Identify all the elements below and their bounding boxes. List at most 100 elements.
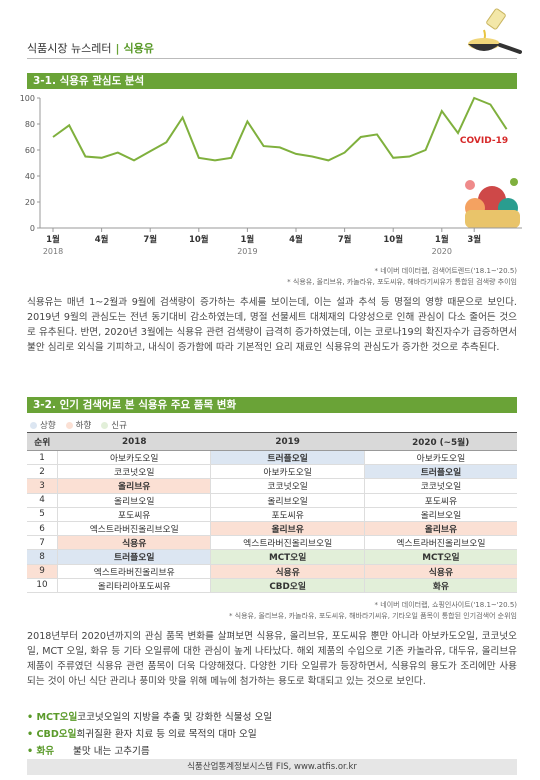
table-cell: 7 <box>27 535 58 551</box>
table-cell: 8 <box>27 549 58 565</box>
legend-item: 신규 <box>101 421 127 431</box>
legend-swatch <box>30 422 37 429</box>
table-row: 10 올리타리아포도씨유 CBD오일 화유 <box>27 578 517 593</box>
y-tick-label: 60 <box>25 146 35 155</box>
source-line: * 식용유, 올리브유, 카놀라유, 포도씨유, 해바라기씨유가 통합된 검색량… <box>287 278 517 286</box>
table-cell: 식용유 <box>363 564 517 579</box>
table-cell: 올리브유 <box>56 478 211 494</box>
table-cell: 아보카도오일 <box>210 464 365 480</box>
y-tick-label: 20 <box>25 198 35 207</box>
bullet-item: MCT오일코코넛오일의 지방을 추출 및 강화한 식물성 오일 <box>27 709 272 726</box>
table-cell: 코코넛오일 <box>210 478 365 494</box>
x-tick-label: 1월 <box>435 234 449 245</box>
illustration <box>465 178 520 228</box>
x-tick-label: 4월 <box>95 234 109 245</box>
table-cell: 올리브오일 <box>363 507 517 522</box>
data-line <box>52 96 508 162</box>
table-row: 8 트러플오일 MCT오일 MCT오일 <box>27 549 517 565</box>
table-cell: 화유 <box>363 578 517 593</box>
y-tick-label: 0 <box>30 224 35 233</box>
legend-item: 상향 <box>30 421 56 431</box>
table-cell: MCT오일 <box>210 549 365 565</box>
table-cell: 포도씨유 <box>363 493 517 508</box>
table-cell: 올리타리아포도씨유 <box>56 578 211 593</box>
x-tick-label: 10월 <box>189 234 209 245</box>
source-line: * 식용유, 올리브유, 카놀라유, 포도씨유, 해바라기씨유, 기타오일 품목… <box>228 612 517 620</box>
table-row: 4 올리브오일 올리브오일 포도씨유 <box>27 493 517 508</box>
table-cell: 식용유 <box>210 564 365 579</box>
bullet-term: CBD오일 <box>27 726 76 743</box>
source-line: * 네이버 데이터랩, 검색어트렌드('18.1~'20.5) <box>374 267 517 275</box>
header-separator: | <box>115 42 120 55</box>
line-chart: 0 20 40 60 80 100 1월 2018 4월 7월 10월 1월 2019 4월 7월 10월 1월… <box>20 94 522 256</box>
bullet-desc: 코코넛오일의 지방을 추출 및 강화한 식물성 오일 <box>77 712 273 723</box>
legend-label: 하향 <box>75 421 92 431</box>
table-row: 7 식용유 엑스트라버진올리브오일 엑스트라버진올리브오일 <box>27 535 517 551</box>
table-cell: 올리브유 <box>363 521 517 537</box>
annotation: COVID-19 <box>460 136 508 146</box>
bullet-desc: 희귀질환 환자 치료 등 의료 목적의 대마 오일 <box>76 729 257 740</box>
y-tick-label: 40 <box>25 172 35 181</box>
table-cell: 2 <box>27 464 58 480</box>
table-cell: 엑스트라버진올리브오일 <box>56 521 211 537</box>
table-cell: 엑스트라버진올리브오일 <box>210 535 365 551</box>
source-note: * 네이버 데이터랩, 검색어트렌드('18.1~'20.5) * 식용유, 올리… <box>287 266 517 288</box>
header-cell: 순위 <box>27 432 58 451</box>
rank-table: 순위 2018 2019 2020 (~5월) 1 아보카도오일 트러플오일 아보카도오일 2 코… <box>27 432 517 593</box>
table-cell: 1 <box>27 450 58 466</box>
table-cell: 트러플오일 <box>210 450 365 466</box>
footer: 식품산업통계정보시스템 FIS, www.atfis.or.kr <box>27 759 517 775</box>
bullet-term: MCT오일 <box>27 709 77 726</box>
table-cell: 트러플오일 <box>363 464 517 480</box>
table-cell: 트러플오일 <box>56 549 211 565</box>
legend-swatch <box>101 422 109 429</box>
source-line: * 네이버 데이터랩, 쇼핑인사이트('18.1~'20.5) <box>374 601 517 609</box>
x-tick-label: 4월 <box>289 234 303 245</box>
header-rule <box>27 58 517 59</box>
source-note: * 네이버 데이터랩, 쇼핑인사이트('18.1~'20.5) * 식용유, 올리… <box>229 600 517 622</box>
table-cell: 아보카도오일 <box>56 450 211 466</box>
x-tick-label: 7월 <box>143 234 157 245</box>
x-tick-label: 1월 <box>46 234 60 245</box>
bullet-item: CBD오일희귀질환 환자 치료 등 의료 목적의 대마 오일 <box>27 726 272 743</box>
x-tick-label: 10월 <box>383 234 403 245</box>
pan-icon <box>468 8 522 54</box>
table-cell: 4 <box>27 493 58 508</box>
legend: 상향 하향 신규 <box>30 419 137 431</box>
table-cell: MCT오일 <box>363 549 517 565</box>
table-cell: 포도씨유 <box>56 507 211 522</box>
table-cell: 올리브유 <box>210 521 365 537</box>
year-label: 2019 <box>237 247 257 256</box>
table-cell: 6 <box>27 521 58 537</box>
table-row: 2 코코넛오일 아보카도오일 트러플오일 <box>27 464 517 480</box>
year-label: 2018 <box>43 247 63 256</box>
table-cell: 올리브오일 <box>56 493 211 508</box>
table-cell: 식용유 <box>56 535 211 551</box>
header-cell: 2019 <box>210 432 365 451</box>
y-tick-label: 80 <box>25 120 35 129</box>
paragraph: 2018년부터 2020년까지의 관심 품목 변화를 살펴보면 식용유, 올리브… <box>27 631 517 687</box>
bullet-list: MCT오일코코넛오일의 지방을 추출 및 강화한 식물성 오일CBD오일희귀질환… <box>27 709 272 760</box>
header-cell: 2020 (~5월) <box>364 432 517 451</box>
year-label: 2020 <box>432 247 452 256</box>
legend-label: 상향 <box>40 421 56 431</box>
header-row: 순위 2018 2019 2020 (~5월) <box>27 432 517 451</box>
table-row: 5 포도씨유 포도씨유 올리브오일 <box>27 507 517 522</box>
table-cell: 3 <box>27 478 58 494</box>
header: 식품시장 뉴스레터 | 식용유 <box>27 40 154 56</box>
x-tick-label: 7월 <box>338 234 352 245</box>
table-cell: 올리브오일 <box>210 493 365 508</box>
table-row: 6 엑스트라버진올리브오일 올리브유 올리브유 <box>27 521 517 537</box>
table-cell: 코코넛오일 <box>363 478 517 494</box>
bullet-desc: 불맛 내는 고추기름 <box>73 746 150 757</box>
table-cell: 코코넛오일 <box>56 464 211 480</box>
table-row: 9 엑스트라버진올리브유 식용유 식용유 <box>27 564 517 579</box>
y-tick-label: 100 <box>20 94 35 103</box>
paragraph: 식용유는 매년 1~2월과 9월에 검색량이 증가하는 추세를 보이는데, 이는… <box>27 297 517 353</box>
section-title: 3-2. 인기 검색어로 본 식용유 주요 품목 변화 <box>27 397 517 413</box>
table-cell: 10 <box>27 578 58 593</box>
table-cell: 포도씨유 <box>210 507 365 522</box>
